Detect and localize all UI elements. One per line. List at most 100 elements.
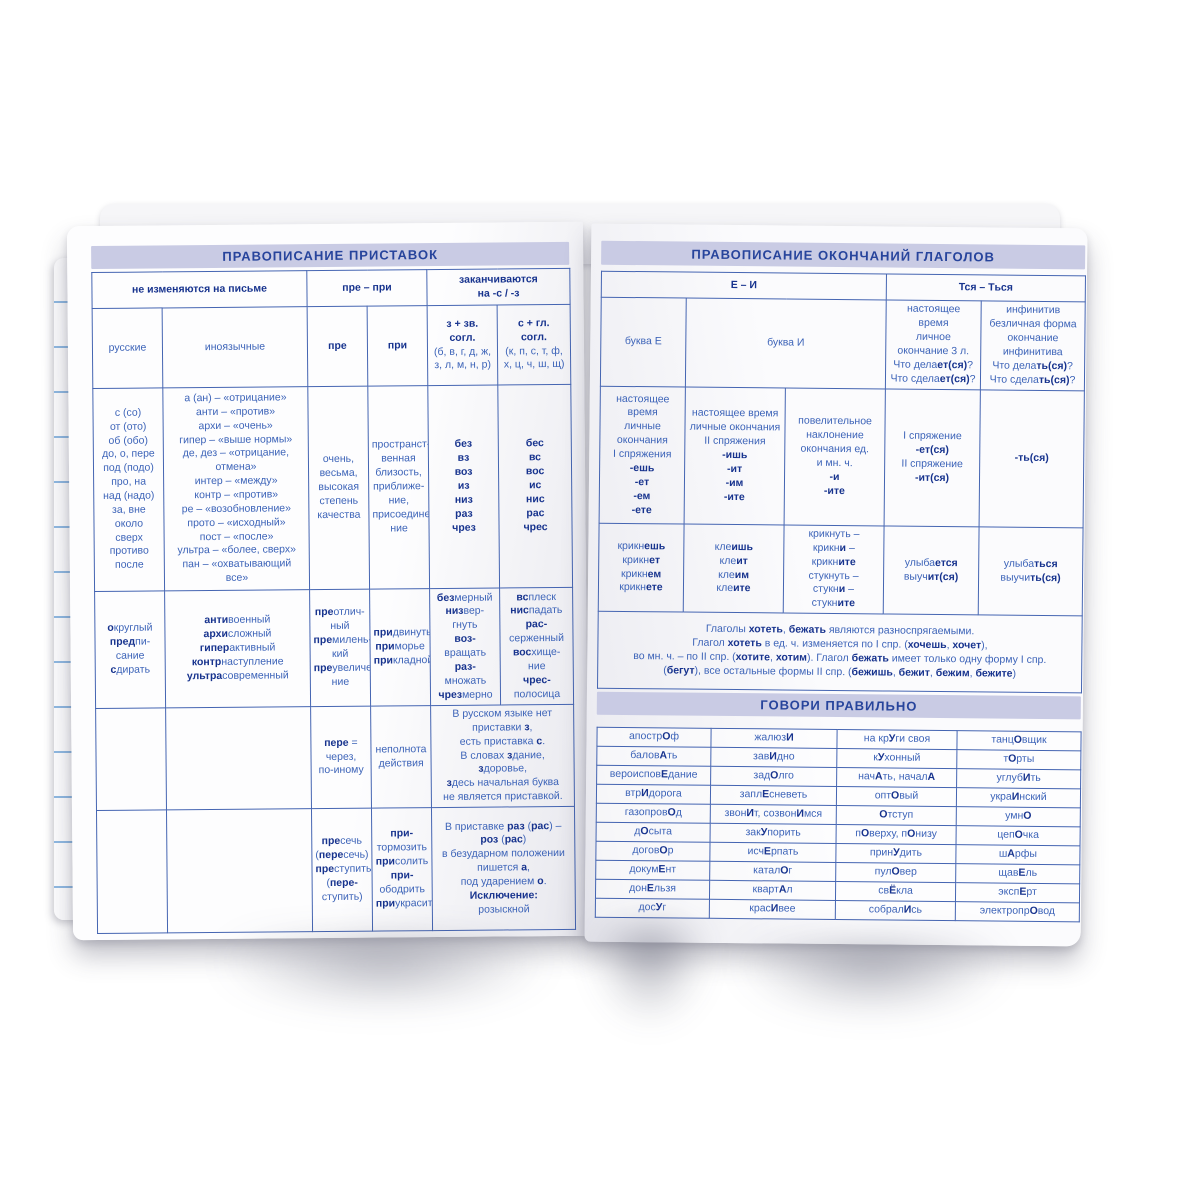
column-header: при — [367, 305, 428, 387]
word-cell: квартАл — [709, 880, 836, 901]
table-cell: безмерный низвер-гнуть воз-вращать раз-множ… — [429, 588, 501, 706]
column-header-row: русские иноязычные пре при з + зв. согл.(… — [92, 304, 571, 389]
table-cell — [96, 809, 168, 934]
word-cell: пулОвер — [835, 862, 956, 883]
word-cell: цепОчка — [956, 825, 1081, 846]
table-cell: всплеск ниспадать рас-серженный восхище-ние… — [499, 587, 574, 705]
page-shadow — [700, 945, 1130, 1065]
word-cell: жалюзИ — [710, 728, 838, 749]
table-cell: очень, весьма, высокая степень качества — [307, 386, 370, 590]
table-row: досУг красИвее собралИсь электропрОвод — [595, 898, 1080, 922]
pronunciation-table: апострОф жалюзИ на крУги своя танцОвщик … — [595, 727, 1082, 923]
page-title-verb-endings: ПРАВОПИСАНИЕ ОКОНЧАНИЙ ГЛАГОЛОВ — [601, 240, 1086, 270]
word-cell: оптОвый — [836, 786, 957, 807]
table-cell: пресечь (пересечь) преступить (пере-ступить… — [311, 808, 373, 932]
word-cell: втрИдорога — [596, 784, 711, 805]
word-cell: свЁкла — [835, 881, 956, 902]
table-cell: округлый предпи-сание сдирать — [94, 590, 166, 709]
column-header: русские — [92, 307, 163, 389]
column-header-row: буква Е буква И настоящее время личное окон… — [600, 297, 1086, 391]
table-cell — [165, 706, 312, 810]
group-header: заканчиваются на -с / -з — [426, 268, 571, 306]
table-cell — [166, 808, 313, 933]
note-cell: Глаголы хотеть, бежать являются разноспр… — [597, 611, 1083, 694]
word-cell: кУхонный — [836, 748, 957, 769]
table-cell: повелительное наклонение окончания ед. и мн… — [784, 388, 886, 526]
right-page: ПРАВОПИСАНИЕ ОКОНЧАНИЙ ГЛАГОЛОВ Е – И Тс… — [584, 223, 1088, 947]
table-row: округлый предпи-сание сдирать антивоенный а… — [94, 587, 574, 709]
page-title-prefixes: ПРАВОПИСАНИЕ ПРИСТАВОК — [91, 241, 570, 270]
word-cell: баловАть — [596, 746, 711, 767]
word-cell: задОлго — [710, 766, 837, 787]
word-cell: собралИсь — [835, 900, 956, 921]
word-cell: экспЕрт — [955, 882, 1080, 903]
table-cell: без вз воз из низ раз чрез — [427, 385, 500, 589]
word-cell: электропрОвод — [955, 901, 1080, 922]
table-cell: неполнота действия — [370, 705, 432, 809]
word-cell: газопровОд — [596, 803, 711, 824]
column-header: иноязычные — [162, 306, 308, 388]
word-cell: досУг — [595, 898, 710, 919]
word-cell: докумЕнт — [595, 860, 710, 881]
table-row: настоящее время личные окончания I спряжения… — [599, 386, 1085, 528]
verb-endings-table: Е – И Тся – Ться буква Е буква И настоящ… — [597, 271, 1086, 694]
column-header: буква И — [685, 298, 887, 389]
page-shadow — [120, 940, 600, 1060]
word-cell: на крУги своя — [836, 729, 958, 750]
word-cell: апострОф — [596, 727, 712, 748]
table-cell: пространст-венная близость, приближе-ние, п… — [367, 385, 430, 590]
word-cell: Отступ — [836, 805, 957, 826]
group-header: пре – при — [306, 269, 428, 307]
word-cell: украИнский — [956, 787, 1081, 808]
word-cell: танцОвщик — [956, 730, 1082, 751]
word-cell: тОрты — [956, 749, 1081, 770]
group-header-row: не изменяются на письме пре – при заканч… — [91, 268, 571, 309]
table-row: с (со) от (ото) об (обо) до, о, пере под (по… — [92, 384, 573, 592]
column-header: з + зв. согл. (б, в, г, д, ж, з, л, м, н, р… — [427, 305, 498, 386]
word-cell: пОверху, пОнизу — [836, 824, 957, 845]
word-cell: донЕльзя — [595, 879, 710, 900]
word-cell: каталОг — [709, 861, 836, 882]
word-cell: дОсыта — [596, 822, 711, 843]
spine-shadow — [560, 930, 740, 1080]
table-cell: улыбается выучит(ся) — [883, 525, 980, 616]
word-cell: вероисповЕдание — [596, 765, 711, 786]
table-cell: преотлич-ный премилень-кий преувеличе-ние — [309, 589, 371, 707]
word-cell: углубИть — [956, 768, 1081, 789]
group-header: Е – И — [601, 271, 887, 300]
prefix-table: не изменяются на письме пре – при заканч… — [91, 268, 576, 934]
column-header: настоящее время личное окончание 3 л. Что де… — [885, 299, 982, 390]
table-cell: при-тормозить присолить при-ободрить приукр… — [371, 807, 433, 932]
word-cell: закУпорить — [710, 823, 837, 844]
word-cell: шАрфы — [955, 844, 1081, 865]
table-cell: I спряжение -ет(ся) II спряжение -ит(ся) — [884, 388, 981, 527]
word-cell: начАть, началА — [836, 767, 957, 788]
note-cell: В русском языке нет приставки з, есть прис… — [430, 704, 575, 808]
table-cell: настоящее время личные окончания I спряжения… — [599, 386, 686, 525]
note-cell: В приставке раз (рас) – роз (рас) в безуда… — [431, 806, 576, 931]
table-cell: клеишь клеит клеим клеите — [683, 524, 785, 614]
note-row: Глаголы хотеть, бежать являются разноспр… — [597, 611, 1083, 694]
word-cell: красИвее — [709, 899, 836, 920]
table-row: пресечь (пересечь) преступить (пере-ступить… — [96, 806, 576, 934]
table-cell: пере = через, по-иному — [310, 706, 372, 809]
left-page: ПРАВОПИСАНИЕ ПРИСТАВОК не изменяются на … — [66, 221, 590, 941]
word-cell: принУдить — [835, 843, 957, 864]
column-header: пре — [307, 306, 368, 387]
table-row: пере = через, по-иному неполнота действия В… — [95, 704, 575, 811]
table-cell: с (со) от (ото) об (обо) до, о, пере под (по… — [92, 387, 165, 592]
table-row: крикнешь крикнет крикнем крикнете клеишь кле… — [598, 523, 1084, 617]
word-cell: заплЕсневеть — [710, 785, 837, 806]
table-cell: крикнуть – крикни – крикните стукнуть – стук… — [783, 524, 885, 615]
word-cell: щавЕль — [955, 863, 1080, 884]
word-cell: договОр — [595, 841, 711, 862]
table-cell: улыбаться выучить(ся) — [978, 526, 1084, 617]
word-cell: умнО — [956, 806, 1081, 827]
table-cell: -ть(ся) — [979, 389, 1085, 528]
column-header: буква Е — [600, 297, 687, 388]
table-cell: крикнешь крикнет крикнем крикнете — [598, 523, 685, 613]
table-cell — [95, 707, 167, 811]
table-cell: настоящее время личные окончания II спряже… — [684, 387, 786, 525]
word-cell: звонИт, созвонИмся — [710, 804, 837, 825]
